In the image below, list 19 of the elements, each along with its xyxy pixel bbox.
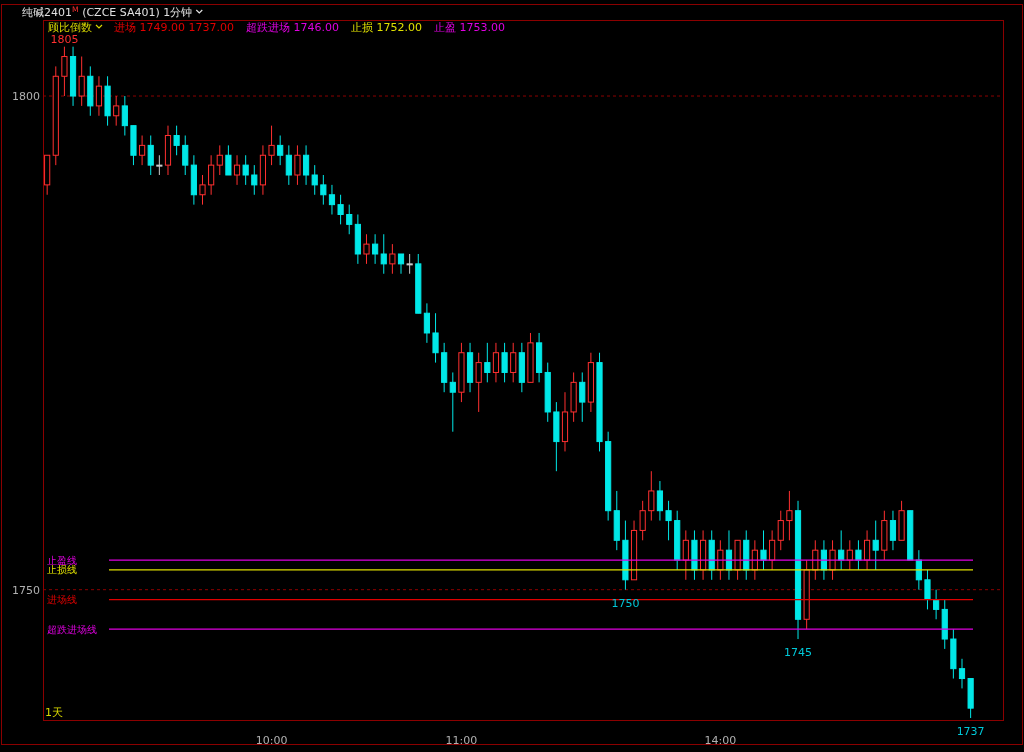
- x-tick-label: 14:00: [704, 734, 737, 747]
- annotation: 止盈 1753.00: [433, 21, 505, 34]
- x-tick-label: 10:00: [255, 734, 288, 747]
- annotation: 1805: [50, 32, 79, 46]
- y-tick-label: 1800: [12, 90, 40, 104]
- annotation: 止损 1752.00: [350, 21, 422, 34]
- annotation: 进场 1749.00 1737.00: [114, 21, 234, 34]
- ref-line-label: 止盈线: [47, 554, 77, 566]
- ref-line-label: 超跌进场线: [47, 623, 97, 635]
- chart-subtitle: 顾比倒数: [48, 21, 92, 34]
- ref-line-label: 进场线: [47, 594, 77, 606]
- annotation: 超跌进场 1746.00: [245, 21, 339, 34]
- chart-title: 纯碱2401$^{M}$ (CZCE SA401) 1分钟: [22, 4, 193, 19]
- ref-line-label: 止损线: [47, 564, 77, 576]
- annotation: 1737: [956, 725, 985, 739]
- annotation: 1750: [611, 596, 640, 610]
- annotation: 1天: [45, 706, 63, 719]
- x-tick-label: 11:00: [445, 734, 478, 747]
- annotation: 1745: [784, 646, 813, 660]
